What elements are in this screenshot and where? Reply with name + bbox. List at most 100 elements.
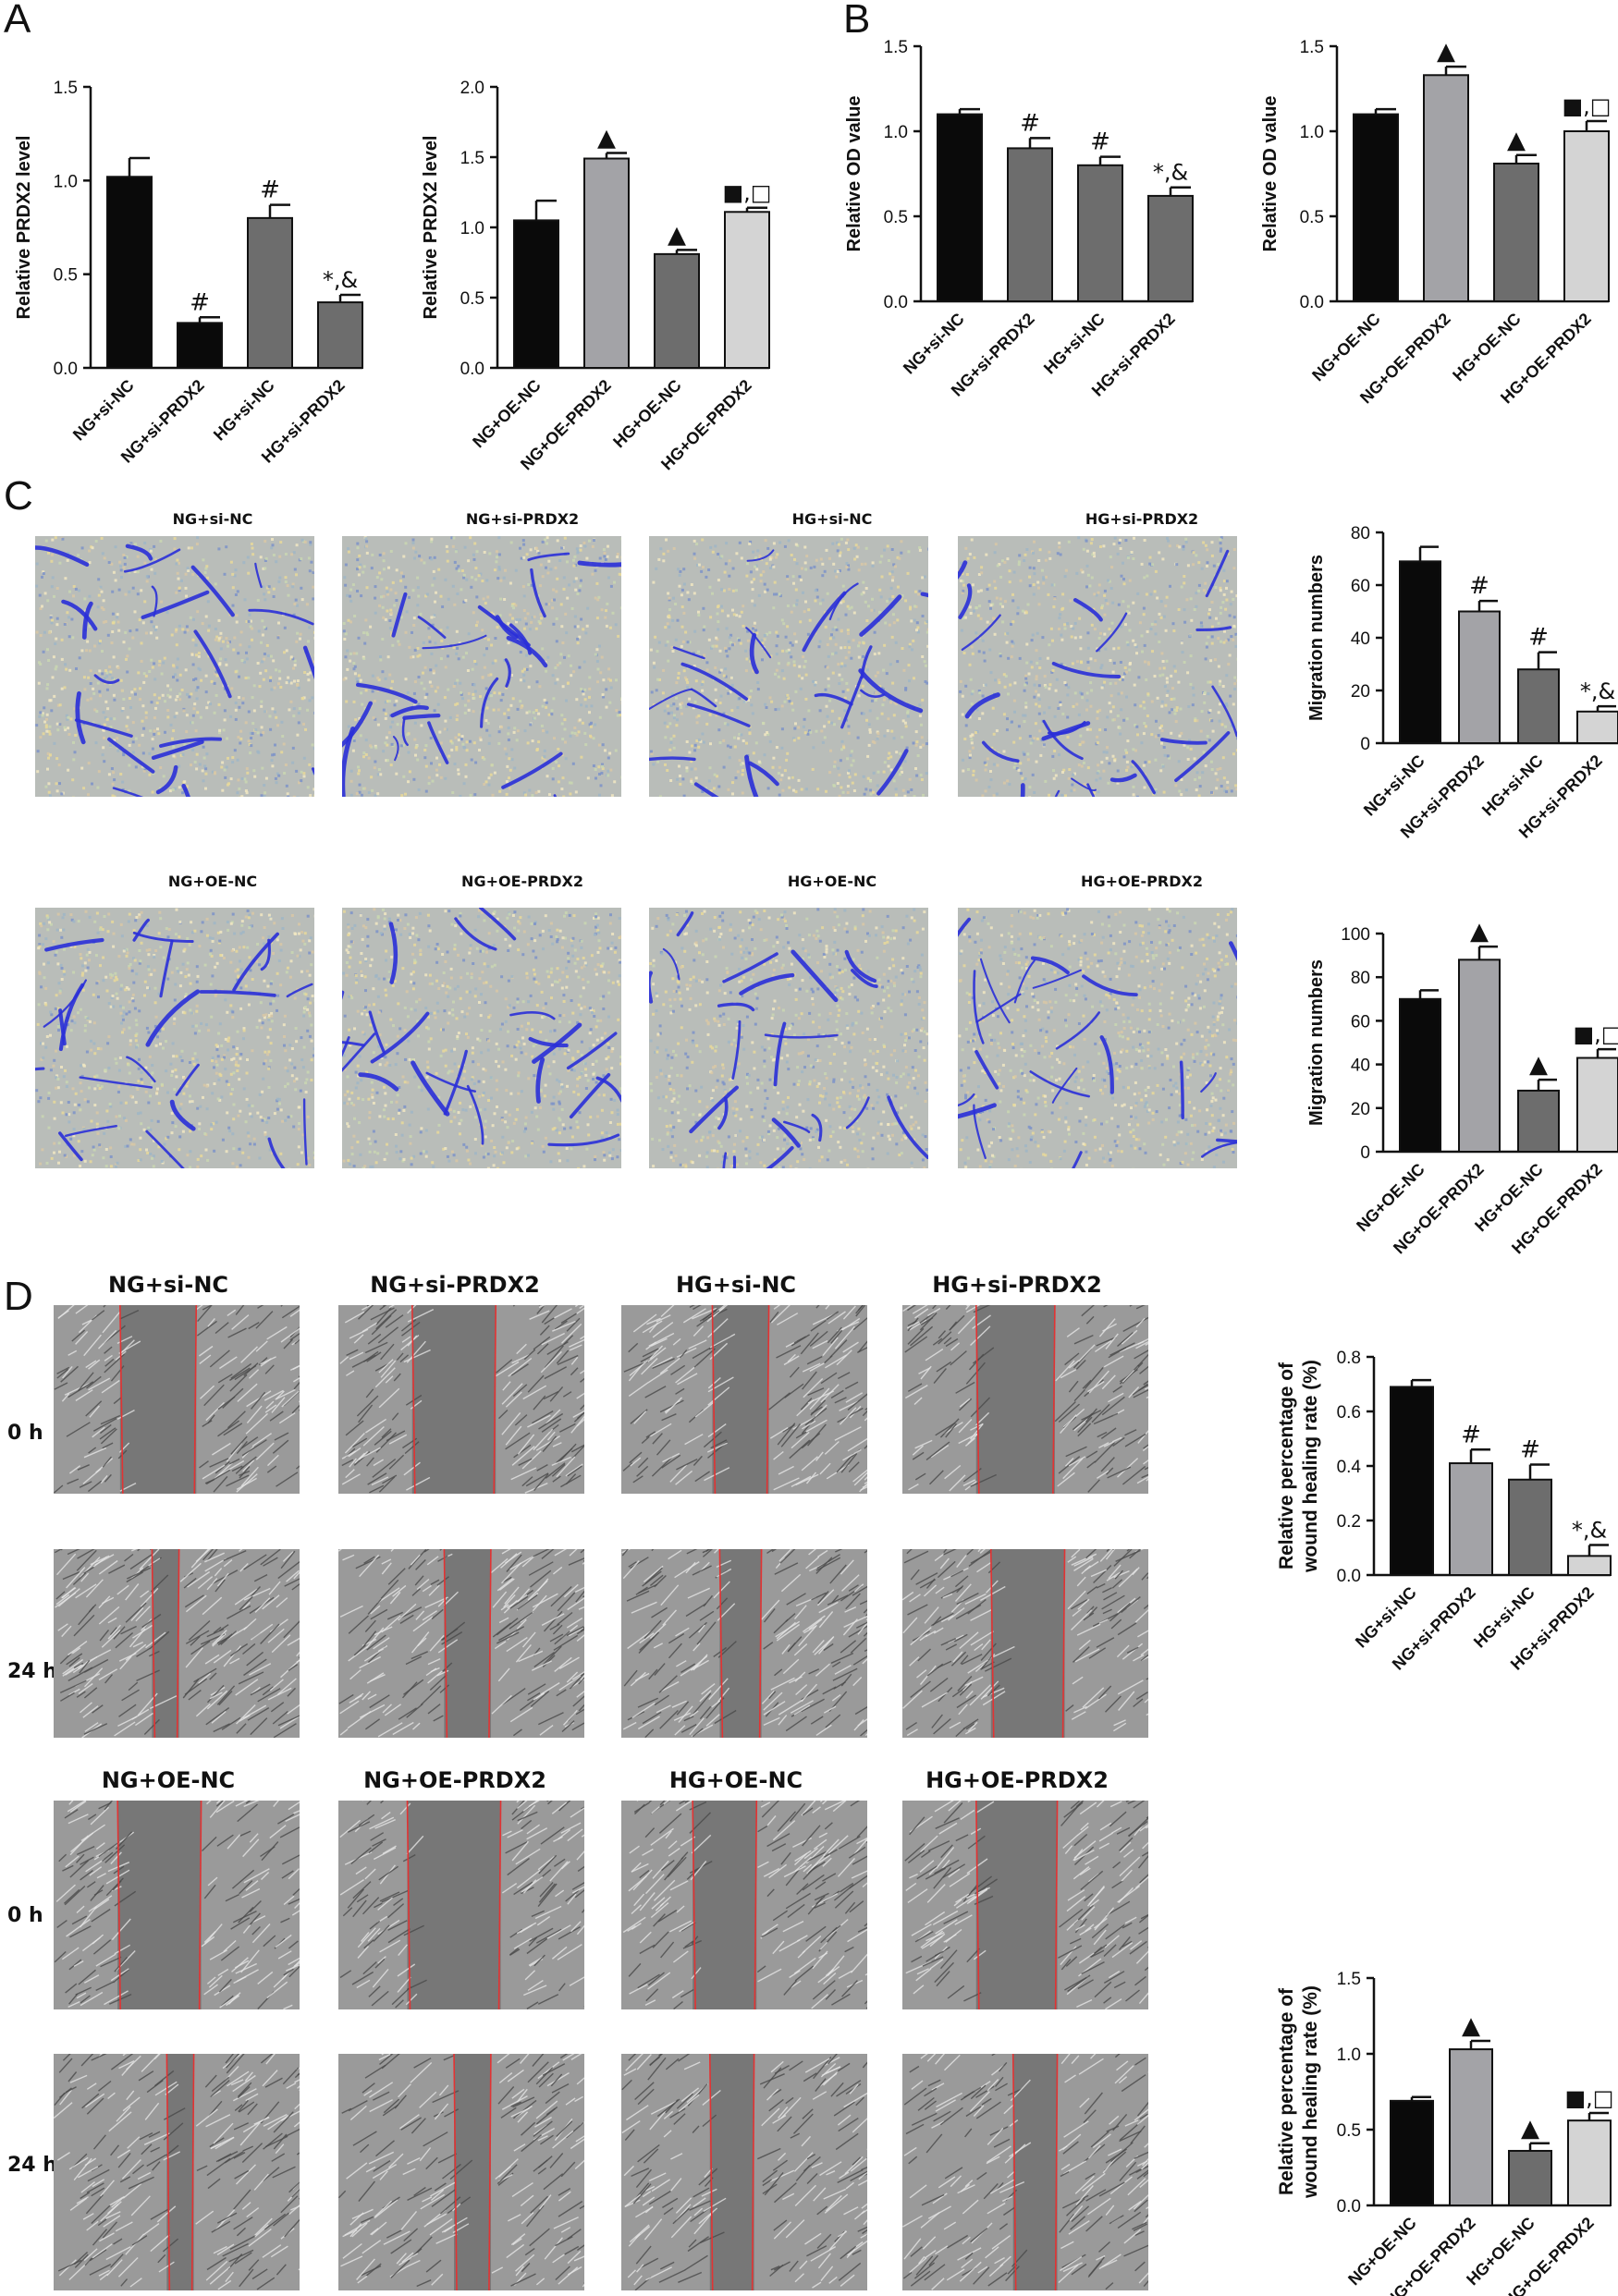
y-tick-label: 0.5 [884, 208, 908, 227]
bar [1517, 1089, 1560, 1153]
significance-marker: ▲ [1437, 38, 1455, 66]
c-title-ng-si-prdx2: NG+si-PRDX2 [465, 510, 580, 528]
bar [1077, 164, 1123, 302]
bar [1390, 1386, 1434, 1576]
y-tick-label: 0.2 [1337, 1512, 1361, 1532]
d-title-hg-si-nc: HG+si-NC [675, 1272, 797, 1298]
significance-marker: # [1469, 572, 1489, 600]
significance-marker: *,& [1153, 160, 1188, 186]
x-category-label: HG+OE-NC [1449, 310, 1525, 385]
y-axis-label: Relative OD value [844, 96, 864, 252]
y-tick-label: 0.5 [460, 289, 484, 309]
significance-marker: ■,□ [1563, 93, 1612, 119]
y-tick-label: 2.0 [460, 79, 484, 98]
y-tick-label: 1.5 [54, 79, 78, 98]
wound-healing-image [338, 2054, 584, 2290]
significance-marker: ▲ [1462, 2012, 1480, 2040]
c-title-ng-oe-prdx2: NG+OE-PRDX2 [461, 873, 583, 890]
wound-healing-image [621, 1801, 867, 2009]
y-tick-label: 1.0 [884, 123, 908, 142]
significance-marker: # [1090, 128, 1110, 156]
y-tick-label: 0 [1360, 1143, 1370, 1163]
y-axis-label: Migration numbers [1306, 555, 1327, 721]
y-tick-label: 0.8 [1337, 1349, 1361, 1368]
bar [1517, 668, 1560, 744]
wound-healing-image [902, 2054, 1148, 2290]
d-title-hg-oe-prdx2: HG+OE-PRDX2 [925, 1767, 1109, 1793]
y-tick-label: 1.0 [1300, 123, 1324, 142]
micrograph-transwell [342, 536, 621, 797]
bar [724, 211, 770, 369]
y-axis-label: Relative PRDX2 level [421, 136, 441, 320]
bar [1508, 2149, 1552, 2206]
c-title-hg-oe-nc: HG+OE-NC [787, 873, 877, 890]
x-category-label: HG+OE-NC [609, 376, 685, 452]
y-tick-label: 1.5 [1337, 1970, 1361, 1989]
row-label-24h: 24 h [7, 2154, 57, 2177]
wound-healing-image [621, 1305, 867, 1494]
d-title-hg-si-prdx2: HG+si-PRDX2 [932, 1272, 1102, 1298]
c-title-hg-si-prdx2: HG+si-PRDX2 [1085, 510, 1199, 528]
x-category-label: NG+si-NC [69, 376, 138, 445]
panel-label-d: D [4, 1274, 33, 1319]
wound-healing-image [54, 2054, 300, 2290]
bar [937, 113, 983, 302]
d-title-hg-oe-nc: HG+OE-NC [668, 1767, 803, 1793]
bar [1576, 710, 1618, 745]
chart-a-si-prdx2-level: 0.0 0.5 1.0 1.5 Relative PRDX2 level NG+si-NC… [14, 79, 363, 467]
panel-label-b: B [843, 0, 871, 42]
y-tick-label: 60 [1351, 577, 1370, 596]
panel-label-c: C [4, 473, 33, 519]
bar [1567, 2119, 1612, 2206]
y-tick-label: 0.0 [1300, 293, 1324, 312]
y-tick-label: 0 [1360, 735, 1370, 754]
bar [583, 157, 630, 369]
wound-healing-image [902, 1305, 1148, 1494]
y-tick-label: 40 [1351, 629, 1370, 649]
bar [1423, 74, 1469, 302]
significance-marker: *,& [323, 267, 358, 293]
c-title-ng-oe-nc: NG+OE-NC [167, 873, 258, 890]
y-tick-label: 0.5 [1337, 2121, 1361, 2141]
significance-marker: ▲ [668, 221, 686, 249]
bar [513, 219, 559, 369]
y-axis-label: Relative PRDX2 level [14, 136, 34, 320]
y-tick-label: 0.4 [1337, 1458, 1362, 1477]
row-label-24h: 24 h [7, 1660, 57, 1683]
d-title-ng-si-prdx2: NG+si-PRDX2 [370, 1272, 540, 1298]
bar [106, 176, 153, 369]
wound-healing-image [54, 1801, 300, 2009]
y-tick-label: 80 [1351, 524, 1370, 543]
panel-label-a: A [4, 0, 31, 42]
y-tick-label: 0.0 [1337, 2197, 1361, 2217]
y-tick-label: 1.0 [54, 172, 78, 191]
chart-d-si-wound-healing: 0.0 0.2 0.4 0.6 0.8 Relative percentage of wou… [1276, 1349, 1612, 1674]
y-tick-label: 80 [1351, 969, 1370, 988]
y-tick-label: 0.0 [884, 293, 908, 312]
d-title-ng-oe-prdx2: NG+OE-PRDX2 [363, 1767, 546, 1793]
bar [1567, 1555, 1612, 1577]
y-axis-label: Migration numbers [1306, 959, 1327, 1126]
d-title-ng-oe-nc: NG+OE-NC [101, 1767, 236, 1793]
x-category-label: HG+si-NC [1040, 310, 1109, 378]
y-tick-label: 100 [1341, 925, 1370, 945]
bar [1493, 162, 1539, 302]
y-tick-label: 20 [1351, 1100, 1370, 1119]
wound-healing-image [621, 1549, 867, 1738]
micrograph-transwell [958, 908, 1237, 1168]
significance-marker: # [1020, 109, 1040, 137]
bar [1508, 1478, 1552, 1576]
y-tick-label: 60 [1351, 1012, 1370, 1032]
significance-marker: ▲ [597, 124, 616, 152]
bar [1399, 997, 1441, 1153]
wound-healing-image [902, 1549, 1148, 1738]
significance-marker: ■,□ [1565, 2085, 1614, 2111]
y-axis-label: wound healing rate (%) [1300, 1360, 1321, 1573]
bar [1399, 560, 1441, 744]
x-category-label: NG+OE-NC [1308, 310, 1384, 385]
row-label-0h: 0 h [7, 1422, 43, 1445]
significance-marker: # [1528, 624, 1549, 652]
